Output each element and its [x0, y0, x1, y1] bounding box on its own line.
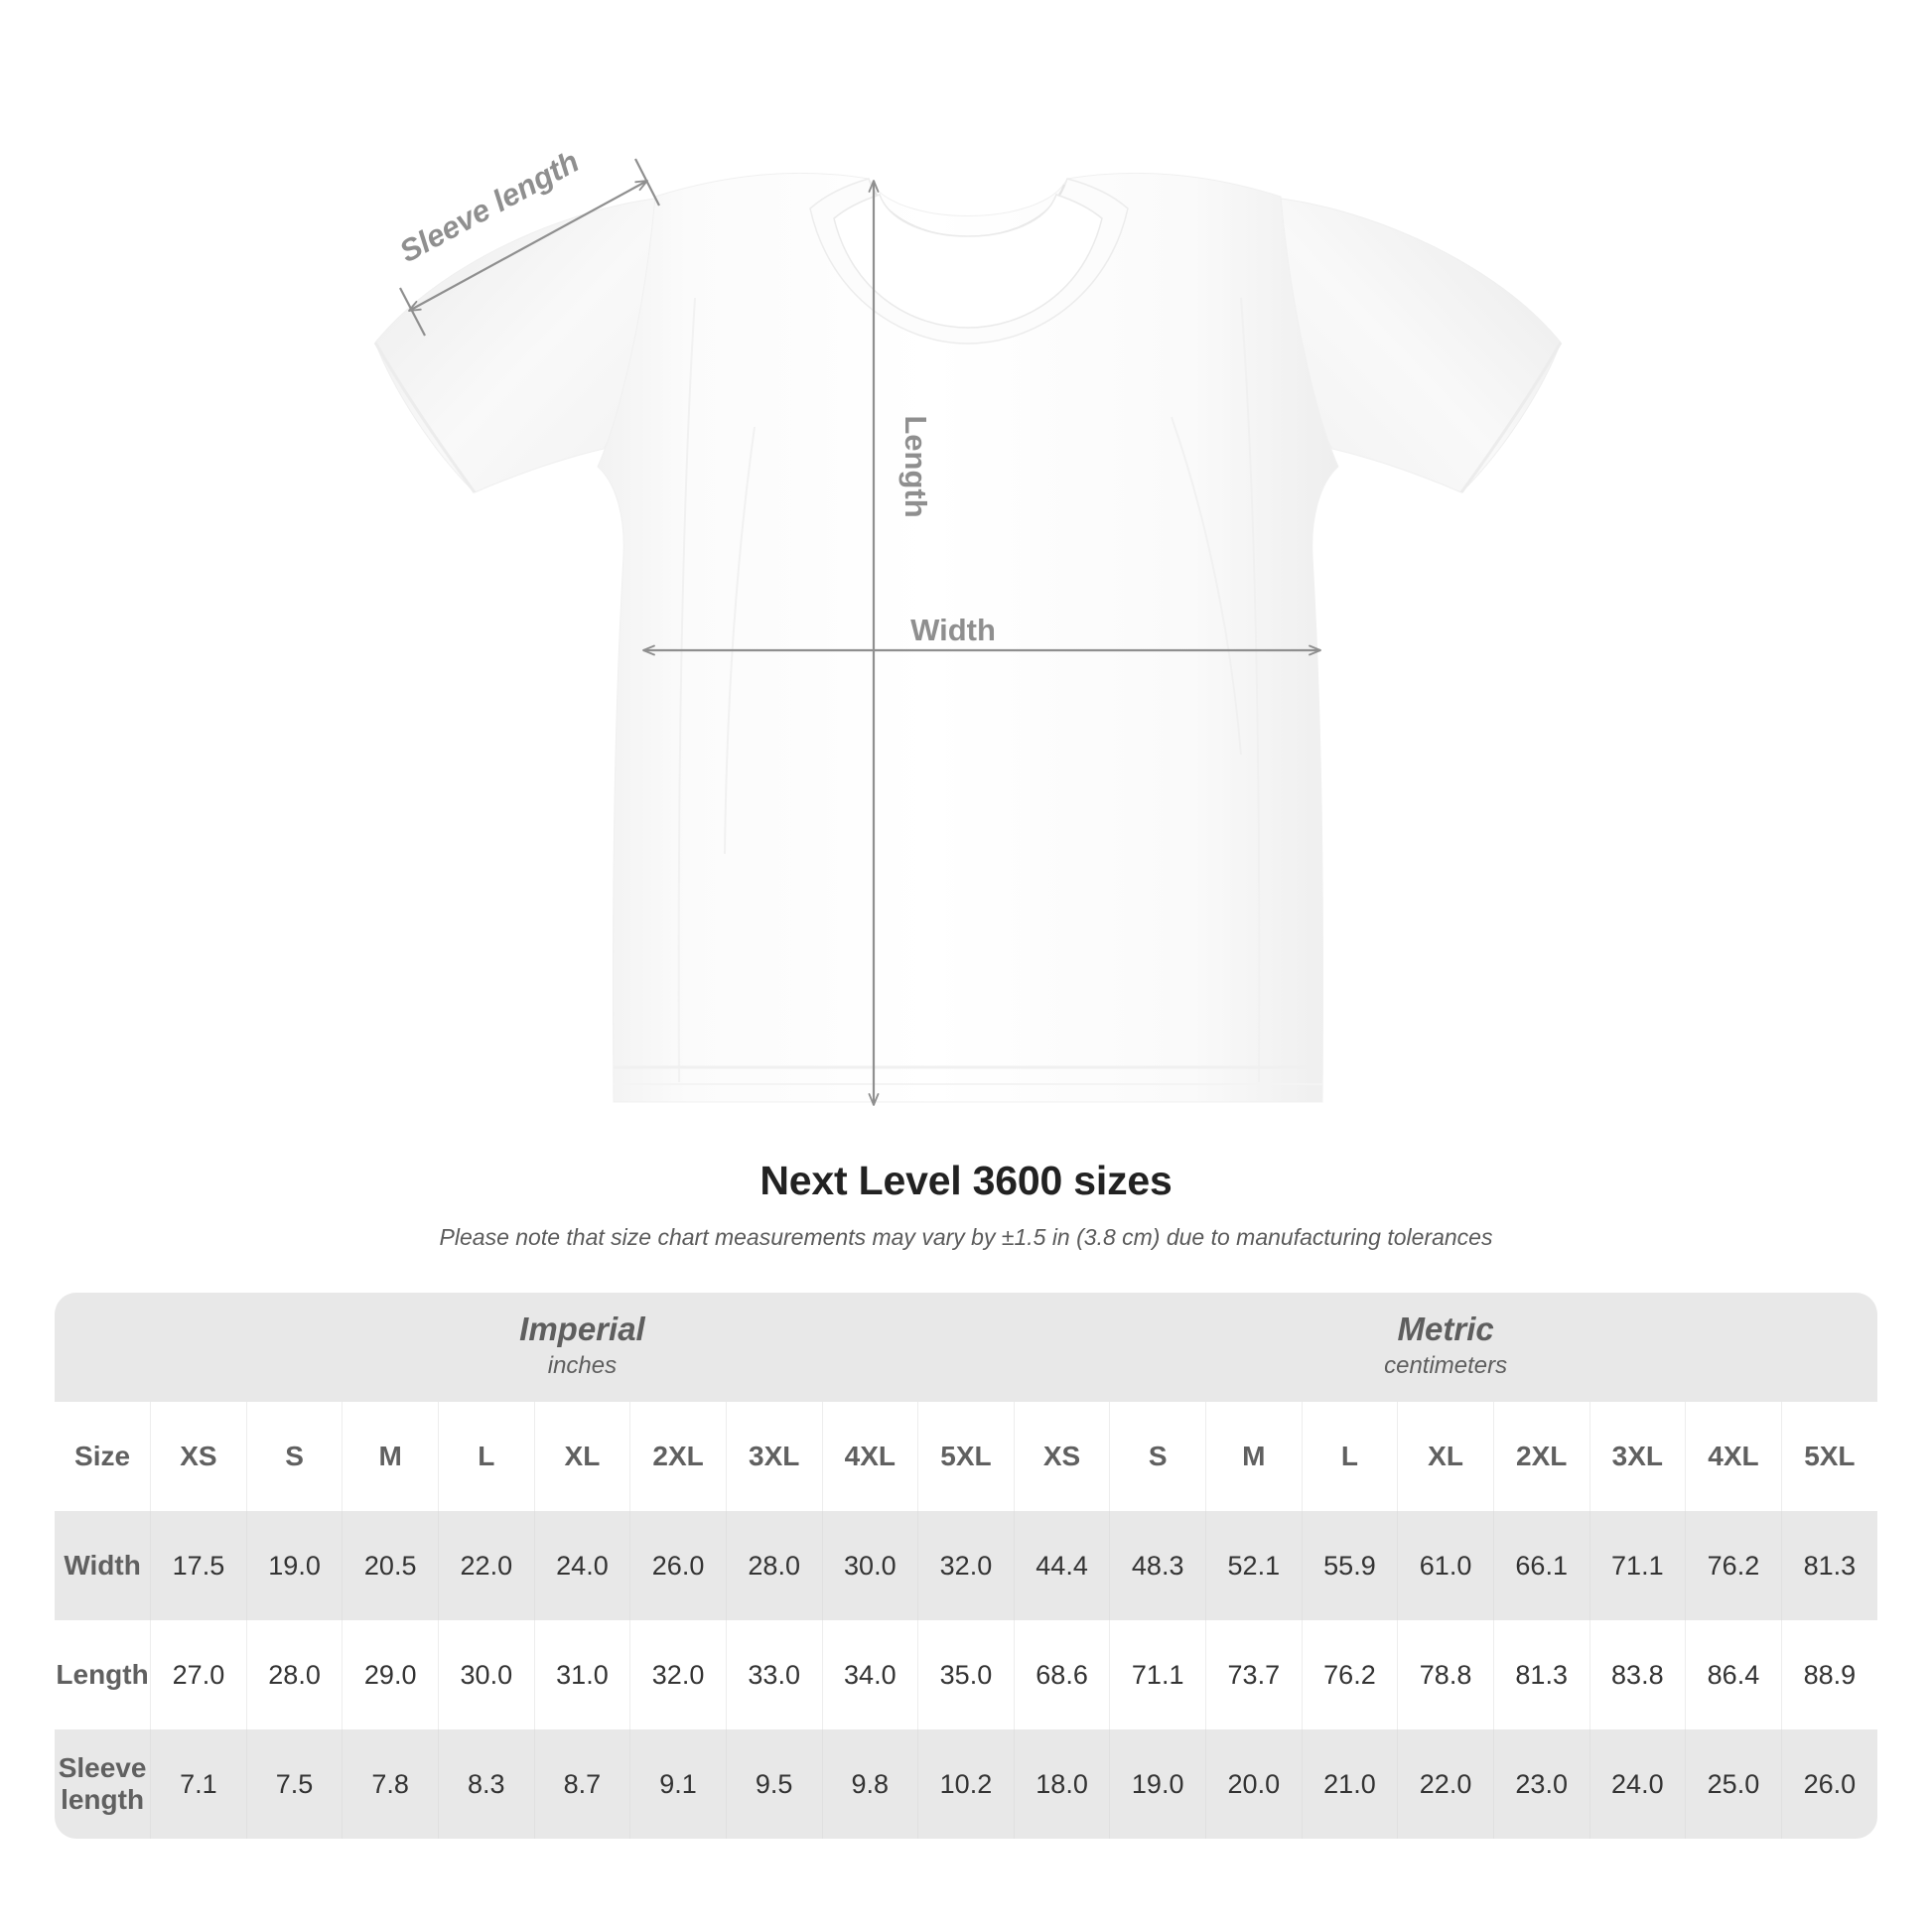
size-header-cell-xs: XS	[1013, 1402, 1110, 1511]
cell-width-imperial-xl: 24.0	[533, 1511, 630, 1620]
size-header-row: Size XS S M L XL 2XL 3XL 4XL 5XL XS S M L XL 2XL 3XL 4XL 5…	[55, 1402, 1877, 1511]
table-corner-cell	[55, 1293, 151, 1402]
size-chart-table: Imperial inches Metric centimeters Size XS S M L…	[55, 1293, 1877, 1839]
cell-width-imperial-s: 19.0	[245, 1511, 343, 1620]
size-header-cell-xl: XL	[1397, 1402, 1494, 1511]
cell-length-metric-s: 71.1	[1109, 1620, 1206, 1729]
cell-width-metric-xl: 61.0	[1397, 1511, 1494, 1620]
size-header-cell-5xl: 5XL	[917, 1402, 1015, 1511]
unit-subtitle: inches	[547, 1351, 618, 1379]
size-header-cell-2xl: 2XL	[629, 1402, 727, 1511]
unit-name: Metric	[1397, 1311, 1494, 1348]
size-header-cell-xs: XS	[150, 1402, 247, 1511]
cell-length-metric-5xl: 88.9	[1780, 1620, 1877, 1729]
unit-group-header-metric: Metric centimeters	[1014, 1293, 1877, 1402]
length-annotation: Length	[868, 180, 933, 1106]
cell-sleeve-length-imperial-xl: 8.7	[533, 1729, 630, 1839]
table-row: Length 27.0 28.0 29.0 30.0 31.0 32.0 33.0 34.0 35…	[55, 1620, 1877, 1729]
cell-width-metric-s: 48.3	[1109, 1511, 1206, 1620]
cell-width-imperial-xs: 17.5	[150, 1511, 247, 1620]
tshirt-graphic	[373, 172, 1563, 1103]
row-label-sleeve-length: Sleeve length	[55, 1729, 151, 1839]
size-header-cell-xl: XL	[533, 1402, 630, 1511]
cell-sleeve-length-metric-2xl: 23.0	[1492, 1729, 1589, 1839]
cell-width-metric-3xl: 71.1	[1588, 1511, 1686, 1620]
cell-width-metric-5xl: 81.3	[1780, 1511, 1877, 1620]
cell-width-imperial-4xl: 30.0	[821, 1511, 918, 1620]
cell-sleeve-length-metric-xs: 18.0	[1013, 1729, 1110, 1839]
cell-length-metric-3xl: 83.8	[1588, 1620, 1686, 1729]
cell-length-metric-2xl: 81.3	[1492, 1620, 1589, 1729]
table-row: Sleeve length 7.1 7.5 7.8 8.3 8.7 9.1 9.5 9.8 10.…	[55, 1729, 1877, 1839]
cell-sleeve-length-imperial-4xl: 9.8	[821, 1729, 918, 1839]
cell-width-metric-l: 55.9	[1301, 1511, 1398, 1620]
cell-length-imperial-xs: 27.0	[150, 1620, 247, 1729]
size-header-cell-s: S	[1109, 1402, 1206, 1511]
cell-length-metric-xl: 78.8	[1397, 1620, 1494, 1729]
cell-width-imperial-2xl: 26.0	[629, 1511, 727, 1620]
cell-length-metric-l: 76.2	[1301, 1620, 1398, 1729]
size-header-cell-l: L	[438, 1402, 535, 1511]
cell-length-imperial-s: 28.0	[245, 1620, 343, 1729]
cell-sleeve-length-imperial-xs: 7.1	[150, 1729, 247, 1839]
cell-sleeve-length-metric-xl: 22.0	[1397, 1729, 1494, 1839]
cell-sleeve-length-imperial-m: 7.8	[342, 1729, 439, 1839]
table-row: Width 17.5 19.0 20.5 22.0 24.0 26.0 28.0 30.0 32.…	[55, 1511, 1877, 1620]
size-header-cell-m: M	[342, 1402, 439, 1511]
cell-length-imperial-xl: 31.0	[533, 1620, 630, 1729]
cell-length-imperial-5xl: 35.0	[917, 1620, 1015, 1729]
cell-sleeve-length-metric-4xl: 25.0	[1685, 1729, 1782, 1839]
width-label: Width	[910, 613, 996, 647]
cell-sleeve-length-imperial-l: 8.3	[438, 1729, 535, 1839]
cell-width-imperial-m: 20.5	[342, 1511, 439, 1620]
cell-width-imperial-5xl: 32.0	[917, 1511, 1015, 1620]
size-header-cell-l: L	[1301, 1402, 1398, 1511]
size-header-cell-3xl: 3XL	[1588, 1402, 1686, 1511]
size-header-cell-m: M	[1205, 1402, 1303, 1511]
cell-length-imperial-m: 29.0	[342, 1620, 439, 1729]
cell-sleeve-length-imperial-2xl: 9.1	[629, 1729, 727, 1839]
size-header-cell-4xl: 4XL	[1685, 1402, 1782, 1511]
size-header-cell-3xl: 3XL	[725, 1402, 822, 1511]
size-header-cell-4xl: 4XL	[821, 1402, 918, 1511]
cell-length-metric-m: 73.7	[1205, 1620, 1303, 1729]
size-chart-table-wrapper: Imperial inches Metric centimeters Size XS S M L…	[55, 1293, 1877, 1839]
unit-group-header-imperial: Imperial inches	[150, 1293, 1015, 1402]
page-title: Next Level 3600 sizes	[759, 1158, 1173, 1203]
size-header-cell-2xl: 2XL	[1492, 1402, 1589, 1511]
cell-sleeve-length-metric-s: 19.0	[1109, 1729, 1206, 1839]
cell-sleeve-length-metric-5xl: 26.0	[1780, 1729, 1877, 1839]
cell-sleeve-length-imperial-5xl: 10.2	[917, 1729, 1015, 1839]
tolerance-note: Please note that size chart measurements…	[439, 1224, 1493, 1251]
cell-sleeve-length-metric-3xl: 24.0	[1588, 1729, 1686, 1839]
tshirt-illustration: Sleeve length Length Width	[373, 144, 1563, 1106]
size-header-cell-s: S	[245, 1402, 343, 1511]
cell-width-metric-2xl: 66.1	[1492, 1511, 1589, 1620]
length-label: Length	[898, 415, 933, 517]
cell-width-metric-m: 52.1	[1205, 1511, 1303, 1620]
cell-length-imperial-2xl: 32.0	[629, 1620, 727, 1729]
size-header-cell-5xl: 5XL	[1780, 1402, 1877, 1511]
unit-header-row: Imperial inches Metric centimeters	[55, 1293, 1877, 1402]
width-annotation: Width	[642, 613, 1321, 656]
cell-sleeve-length-metric-l: 21.0	[1301, 1729, 1398, 1839]
cell-length-imperial-l: 30.0	[438, 1620, 535, 1729]
cell-width-imperial-3xl: 28.0	[725, 1511, 822, 1620]
cell-width-metric-xs: 44.4	[1013, 1511, 1110, 1620]
cell-length-metric-4xl: 86.4	[1685, 1620, 1782, 1729]
cell-sleeve-length-imperial-3xl: 9.5	[725, 1729, 822, 1839]
size-header-label: Size	[55, 1402, 151, 1511]
title-block: Next Level 3600 sizes Please note that s…	[0, 1157, 1932, 1253]
unit-name: Imperial	[519, 1311, 645, 1348]
row-label-width: Width	[55, 1511, 151, 1620]
cell-width-imperial-l: 22.0	[438, 1511, 535, 1620]
row-label-length: Length	[55, 1620, 151, 1729]
cell-sleeve-length-metric-m: 20.0	[1205, 1729, 1303, 1839]
unit-subtitle: centimeters	[1384, 1351, 1508, 1379]
cell-length-metric-xs: 68.6	[1013, 1620, 1110, 1729]
cell-length-imperial-3xl: 33.0	[725, 1620, 822, 1729]
cell-sleeve-length-imperial-s: 7.5	[245, 1729, 343, 1839]
cell-width-metric-4xl: 76.2	[1685, 1511, 1782, 1620]
cell-length-imperial-4xl: 34.0	[821, 1620, 918, 1729]
